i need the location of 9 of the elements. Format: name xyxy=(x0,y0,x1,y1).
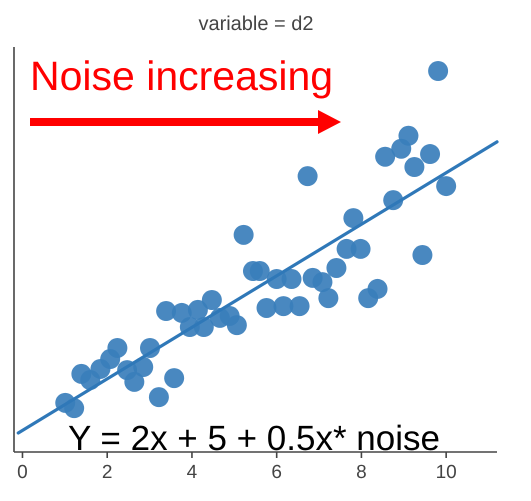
x-tick-label: 0 xyxy=(17,462,28,483)
x-tick-label: 8 xyxy=(356,462,367,483)
x-tick-label: 2 xyxy=(102,462,112,483)
x-tick-label: 10 xyxy=(436,462,457,483)
x-tick-label: 4 xyxy=(186,462,198,483)
x-tick-label: 6 xyxy=(271,462,282,483)
annotation: Noise increasing xyxy=(30,53,334,99)
annotation: Y = 2x + 5 + 0.5x* noise xyxy=(68,419,440,458)
chart-title: variable = d2 xyxy=(198,13,314,35)
